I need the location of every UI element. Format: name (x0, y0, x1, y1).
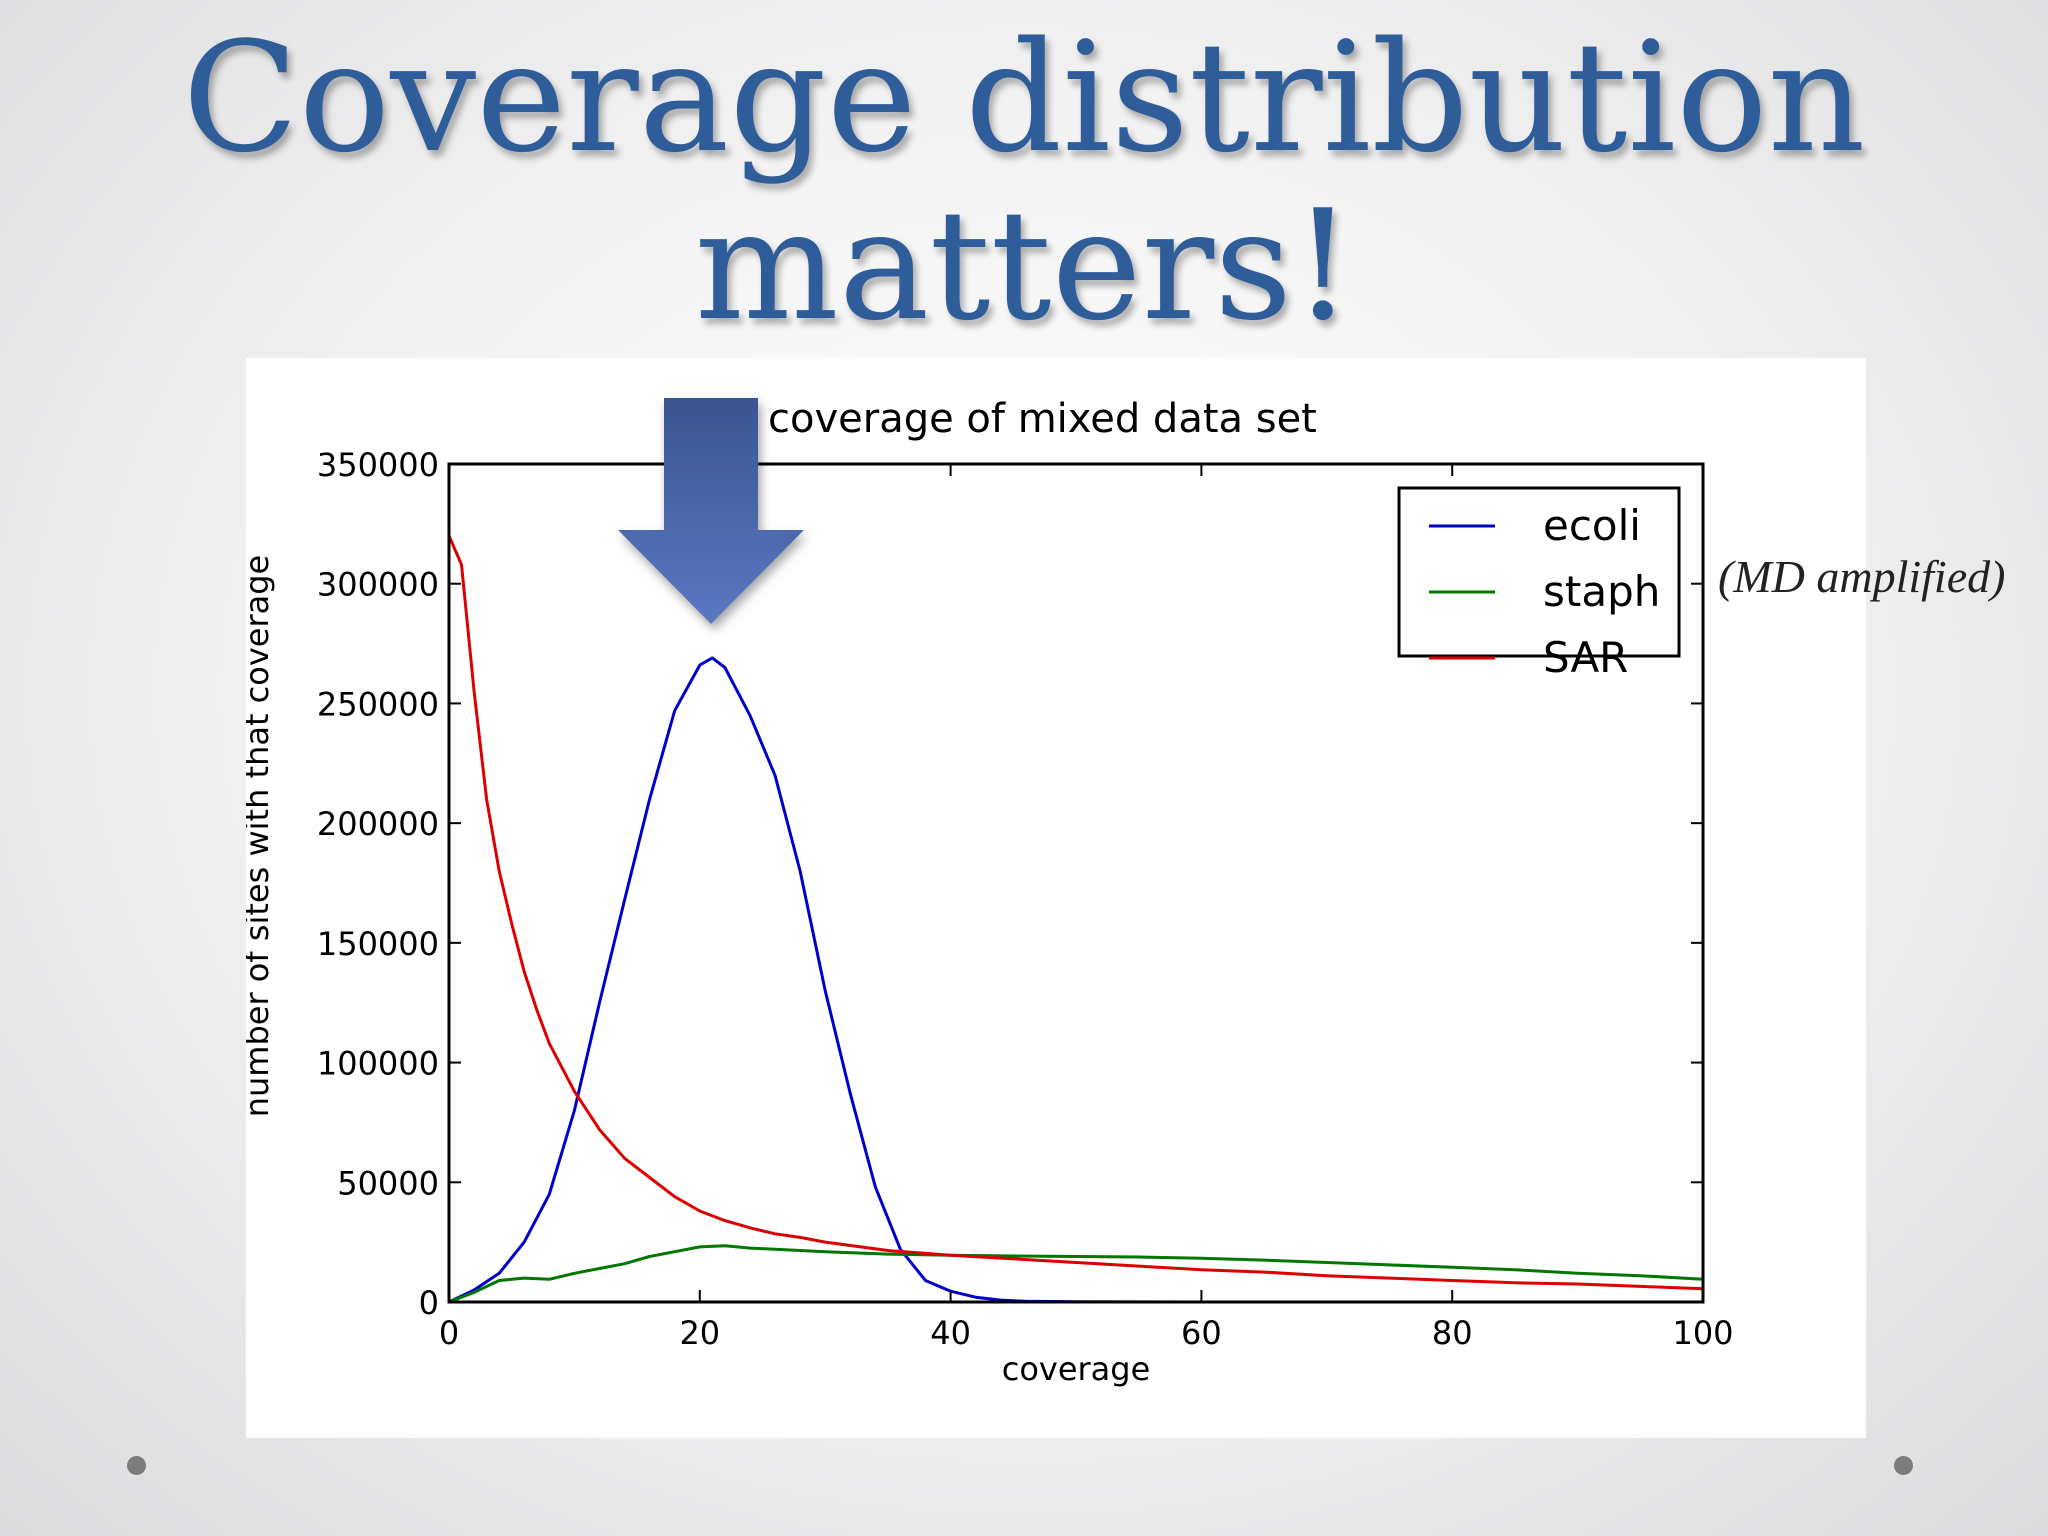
series-line-staph (448, 1244, 1704, 1304)
y-tick-label: 0 (419, 1284, 439, 1322)
x-tick-label: 0 (439, 1314, 459, 1352)
down-arrow-icon (618, 398, 804, 624)
bullet-dot-right (1894, 1456, 1913, 1475)
x-axis-label: coverage (1002, 1350, 1151, 1388)
y-tick-label: 50000 (337, 1164, 439, 1202)
y-tick-label: 200000 (317, 805, 439, 843)
bullet-dot-left (127, 1456, 146, 1475)
legend: ecoli staph SAR (1397, 486, 1681, 682)
x-tick-label: 40 (930, 1314, 971, 1352)
chart-panel: 0 20 40 60 80 100 0 50000 100000 150000 200000 2500… (246, 358, 1866, 1438)
y-tick-label: 300000 (317, 566, 439, 604)
legend-label-sar: SAR (1543, 633, 1628, 682)
y-tick-label: 350000 (317, 446, 439, 484)
x-tick-label: 80 (1432, 1314, 1473, 1352)
legend-box (1397, 486, 1681, 658)
series-line-sar (447, 535, 1704, 1291)
series-line-ecoli (448, 656, 1703, 1304)
y-tick-label: 100000 (317, 1045, 439, 1083)
annotation-md-amplified: (MD amplified) (1718, 551, 2006, 602)
x-tick-label: 100 (1672, 1314, 1733, 1352)
coverage-chart: 0 20 40 60 80 100 0 50000 100000 150000 200000 2500… (246, 396, 1734, 1388)
x-tick-label: 60 (1181, 1314, 1222, 1352)
plot-frame (447, 462, 1705, 1304)
axes-layer: 0 20 40 60 80 100 0 50000 100000 150000 200000 2500… (317, 446, 1734, 1352)
y-tick-label: 250000 (317, 685, 439, 723)
chart-title: coverage of mixed data set (768, 396, 1317, 442)
y-tick-label: 150000 (317, 925, 439, 963)
x-tick-label: 20 (679, 1314, 720, 1352)
legend-label-staph: staph (1543, 567, 1660, 616)
y-axis-label: number of sites with that coverage (246, 555, 276, 1118)
legend-label-ecoli: ecoli (1543, 501, 1641, 550)
slide-title: Coverage distribution matters! (182, 9, 1866, 354)
